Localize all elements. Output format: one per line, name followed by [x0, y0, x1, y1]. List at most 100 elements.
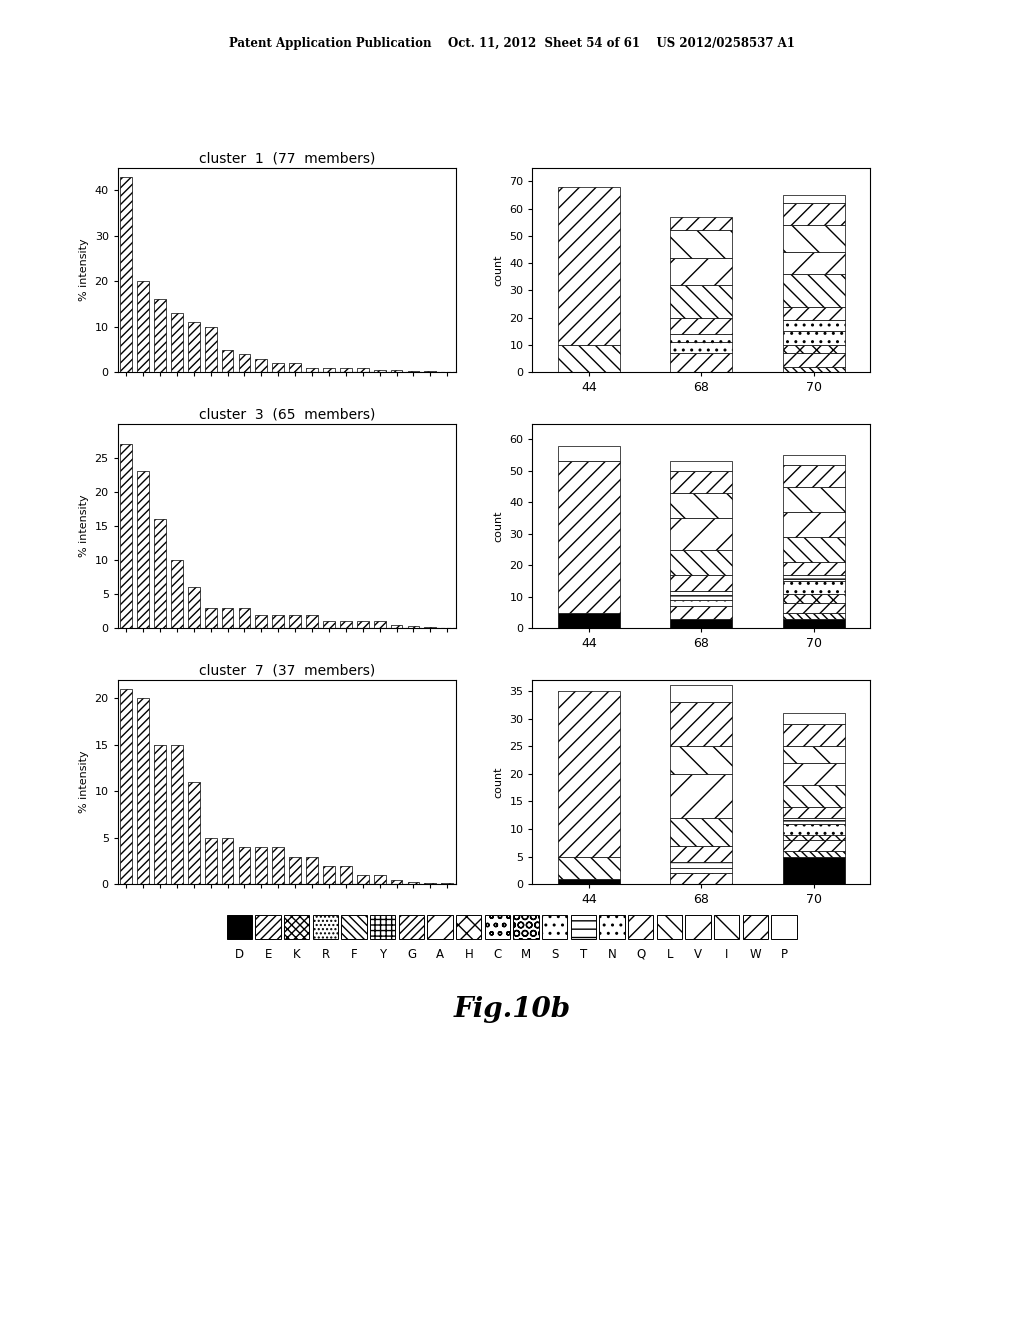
Bar	[671, 342, 732, 354]
Bar	[671, 867, 732, 874]
Bar	[120, 177, 132, 372]
Text: Y: Y	[380, 948, 386, 961]
Bar	[783, 224, 845, 252]
Bar	[374, 875, 386, 884]
Bar	[783, 612, 845, 619]
Bar	[783, 857, 845, 884]
Bar	[783, 487, 845, 512]
Bar	[221, 838, 233, 884]
Bar	[783, 834, 845, 840]
Bar	[340, 622, 352, 628]
Bar	[340, 866, 352, 884]
Bar	[671, 318, 732, 334]
Bar	[783, 367, 845, 372]
Bar	[171, 313, 183, 372]
Bar	[671, 606, 732, 619]
Bar	[783, 763, 845, 785]
Bar	[323, 622, 335, 628]
Text: N: N	[608, 948, 616, 961]
Bar	[154, 300, 166, 372]
Bar	[408, 626, 420, 628]
Bar	[255, 615, 267, 628]
Bar	[671, 257, 732, 285]
Bar	[671, 354, 732, 372]
Bar	[171, 560, 183, 628]
Bar	[558, 462, 620, 612]
Bar	[783, 465, 845, 487]
Bar	[656, 915, 682, 939]
Bar	[671, 231, 732, 257]
Bar	[312, 915, 338, 939]
Title: cluster  7  (37  members): cluster 7 (37 members)	[199, 663, 375, 677]
Bar	[558, 857, 620, 879]
Bar	[671, 590, 732, 601]
Bar	[120, 689, 132, 884]
Bar	[306, 857, 318, 884]
Bar	[374, 370, 386, 372]
Bar	[424, 627, 436, 628]
Bar	[783, 851, 845, 857]
Bar	[137, 281, 150, 372]
Bar	[671, 334, 732, 342]
Text: P: P	[781, 948, 787, 961]
Bar	[783, 203, 845, 224]
Y-axis label: count: count	[494, 767, 504, 797]
Text: W: W	[750, 948, 762, 961]
Text: D: D	[236, 948, 244, 961]
Bar	[340, 368, 352, 372]
Bar	[154, 744, 166, 884]
Bar	[671, 471, 732, 492]
Bar	[783, 594, 845, 603]
Bar	[628, 915, 653, 939]
Bar	[783, 840, 845, 851]
Bar	[323, 368, 335, 372]
Bar	[306, 368, 318, 372]
Bar	[742, 915, 768, 939]
Bar	[424, 883, 436, 884]
Y-axis label: count: count	[494, 255, 504, 285]
Bar	[374, 622, 386, 628]
Bar	[255, 359, 267, 372]
Bar	[390, 879, 402, 884]
Title: cluster  3  (65  members): cluster 3 (65 members)	[199, 407, 375, 421]
Text: Fig.10b: Fig.10b	[454, 997, 570, 1023]
Bar	[239, 354, 251, 372]
Bar	[356, 622, 369, 628]
Bar	[570, 915, 596, 939]
Bar	[187, 587, 200, 628]
Bar	[255, 847, 267, 884]
Bar	[408, 371, 420, 372]
Bar	[685, 915, 711, 939]
Bar	[390, 370, 402, 372]
Bar	[221, 607, 233, 628]
Bar	[398, 915, 424, 939]
Bar	[558, 612, 620, 628]
Bar	[558, 690, 620, 857]
Bar	[783, 537, 845, 562]
Bar	[671, 746, 732, 774]
Bar	[783, 818, 845, 824]
Bar	[783, 345, 845, 354]
Bar	[783, 619, 845, 628]
Bar	[484, 915, 510, 939]
Bar	[783, 824, 845, 834]
Text: Q: Q	[636, 948, 646, 961]
Bar	[558, 345, 620, 372]
Y-axis label: % intensity: % intensity	[79, 239, 89, 301]
Text: T: T	[580, 948, 588, 961]
Bar	[783, 512, 845, 537]
Bar	[187, 322, 200, 372]
Bar	[306, 615, 318, 628]
Bar	[783, 306, 845, 321]
Bar	[783, 252, 845, 275]
Bar	[783, 562, 845, 574]
Text: A: A	[436, 948, 444, 961]
Bar	[323, 866, 335, 884]
Bar	[341, 915, 367, 939]
Text: G: G	[408, 948, 416, 961]
Bar	[783, 603, 845, 612]
Bar	[187, 781, 200, 884]
Bar	[542, 915, 567, 939]
Bar	[456, 915, 481, 939]
Bar	[671, 601, 732, 606]
